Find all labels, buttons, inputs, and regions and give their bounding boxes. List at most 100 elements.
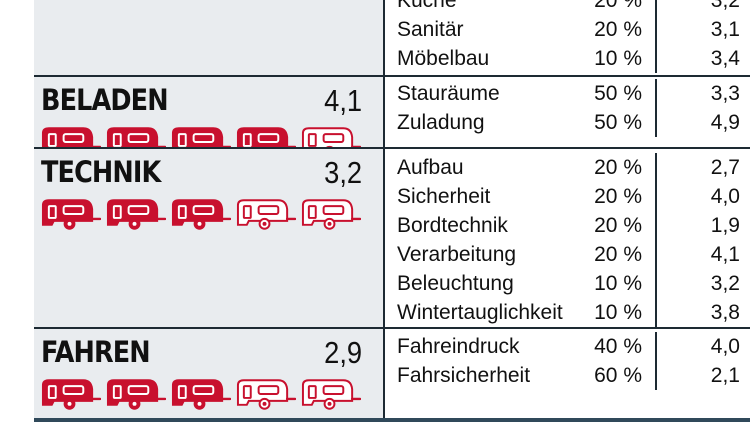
column-divider xyxy=(655,361,657,390)
criteria-row: Beleuchtung 10 % 3,2 xyxy=(385,269,750,298)
criterion-label: Küche xyxy=(397,0,457,12)
section-score: 2,9 xyxy=(324,335,362,370)
caravan-outline-icon xyxy=(235,197,296,231)
column-divider xyxy=(655,0,657,15)
caravan-filled-icon xyxy=(105,377,166,411)
criterion-weight: 10 % xyxy=(594,272,642,295)
criterion-weight: 20 % xyxy=(594,243,642,266)
column-divider xyxy=(655,15,657,44)
criterion-label: Sicherheit xyxy=(397,185,491,208)
criterion-grade: 4,0 xyxy=(710,185,740,208)
criteria-list: Stauräume 50 % 3,3 Zuladung 50 % 4,9 xyxy=(383,77,750,147)
criterion-weight: 60 % xyxy=(594,364,642,387)
criterion-weight: 20 % xyxy=(594,156,642,179)
criteria-row: Zuladung 50 % 4,9 xyxy=(385,108,750,137)
section-divider xyxy=(34,327,750,329)
caravan-filled-icon xyxy=(40,125,101,159)
criterion-label: Zuladung xyxy=(397,111,485,134)
rating-table: Küche 20 % 3,2 Sanitär 20 % 3,1 Möbelbau 10 % 3,… xyxy=(34,0,750,426)
column-divider xyxy=(655,153,657,182)
criterion-weight: 10 % xyxy=(594,47,642,70)
column-divider xyxy=(655,44,657,73)
criterion-label: Verarbeitung xyxy=(397,243,517,266)
criterion-weight: 20 % xyxy=(594,185,642,208)
section-title: FAHREN xyxy=(41,335,151,369)
criterion-label: Aufbau xyxy=(397,156,464,179)
column-divider xyxy=(655,79,657,108)
criterion-grade: 3,4 xyxy=(710,47,740,70)
section-wohnen: Küche 20 % 3,2 Sanitär 20 % 3,1 Möbelbau 10 % 3,… xyxy=(34,0,750,75)
criterion-weight: 20 % xyxy=(594,214,642,237)
criteria-list: Küche 20 % 3,2 Sanitär 20 % 3,1 Möbelbau 10 % 3,… xyxy=(383,0,750,75)
section-divider xyxy=(34,75,750,77)
section-fahren: FAHREN 2,9 Fahreindruck 40 % 4,0 Fahrsicherhe… xyxy=(34,329,750,418)
column-divider xyxy=(655,240,657,269)
criteria-list: Fahreindruck 40 % 4,0 Fahrsicherheit 60 % 2,1 xyxy=(383,329,750,418)
column-divider xyxy=(655,182,657,211)
criterion-grade: 4,1 xyxy=(710,243,740,266)
criterion-weight: 40 % xyxy=(594,335,642,358)
section-title: TECHNIK xyxy=(41,155,161,189)
criterion-label: Fahreindruck xyxy=(397,335,520,358)
section-score: 4,1 xyxy=(324,83,362,118)
criteria-row: Bordtechnik 20 % 1,9 xyxy=(385,211,750,240)
section-beladen: BELADEN 4,1 Stauräume 50 % 3,3 Zuladung 50 % 4,… xyxy=(34,77,750,158)
column-divider xyxy=(655,332,657,361)
criteria-row: Küche 20 % 3,2 xyxy=(385,0,750,15)
section-technik: TECHNIK 3,2 Aufbau 20 % 2,7 Sicherheit 20 % 4,0… xyxy=(34,149,750,327)
criteria-row: Möbelbau 10 % 3,4 xyxy=(385,44,750,73)
criterion-label: Bordtechnik xyxy=(397,214,508,237)
section-summary: TECHNIK 3,2 xyxy=(34,149,382,327)
criteria-row: Aufbau 20 % 2,7 xyxy=(385,153,750,182)
section-divider xyxy=(34,147,750,149)
criteria-row: Sicherheit 20 % 4,0 xyxy=(385,182,750,211)
criterion-grade: 2,7 xyxy=(710,156,740,179)
caravan-outline-icon xyxy=(235,377,296,411)
criterion-grade: 2,1 xyxy=(710,364,740,387)
caravan-outline-icon xyxy=(300,197,361,231)
section-divider xyxy=(34,418,750,422)
section-summary xyxy=(34,0,382,75)
criterion-grade: 3,2 xyxy=(710,0,740,12)
criterion-label: Fahrsicherheit xyxy=(397,364,531,387)
criterion-grade: 3,3 xyxy=(710,82,740,105)
caravan-filled-icon xyxy=(105,197,166,231)
criteria-row: Fahreindruck 40 % 4,0 xyxy=(385,332,750,361)
criterion-grade: 4,0 xyxy=(710,335,740,358)
criterion-weight: 20 % xyxy=(594,0,642,12)
criteria-row: Wintertauglichkeit 10 % 3,8 xyxy=(385,298,750,327)
caravan-filled-icon xyxy=(40,377,101,411)
section-score: 3,2 xyxy=(324,155,362,190)
column-divider xyxy=(655,298,657,327)
criterion-grade: 4,9 xyxy=(710,111,740,134)
caravan-filled-icon xyxy=(170,197,231,231)
criterion-label: Beleuchtung xyxy=(397,272,514,295)
column-divider xyxy=(655,211,657,240)
criterion-weight: 20 % xyxy=(594,18,642,41)
criteria-row: Stauräume 50 % 3,3 xyxy=(385,79,750,108)
caravan-filled-icon xyxy=(170,377,231,411)
caravan-rating xyxy=(40,125,361,159)
criterion-grade: 3,8 xyxy=(710,301,740,324)
criterion-label: Stauräume xyxy=(397,82,500,105)
section-summary: FAHREN 2,9 xyxy=(34,329,382,418)
criterion-grade: 3,1 xyxy=(710,18,740,41)
criterion-label: Wintertauglichkeit xyxy=(397,301,563,324)
criteria-row: Fahrsicherheit 60 % 2,1 xyxy=(385,361,750,390)
section-summary: BELADEN 4,1 xyxy=(34,77,382,158)
column-divider xyxy=(655,269,657,298)
criterion-weight: 10 % xyxy=(594,301,642,324)
criterion-weight: 50 % xyxy=(594,82,642,105)
section-title: BELADEN xyxy=(41,83,169,117)
criterion-label: Möbelbau xyxy=(397,47,490,70)
criterion-label: Sanitär xyxy=(397,18,464,41)
caravan-filled-icon xyxy=(40,197,101,231)
criterion-grade: 1,9 xyxy=(710,214,740,237)
criterion-weight: 50 % xyxy=(594,111,642,134)
caravan-outline-icon xyxy=(300,377,361,411)
column-divider xyxy=(655,108,657,137)
criteria-row: Verarbeitung 20 % 4,1 xyxy=(385,240,750,269)
criteria-row: Sanitär 20 % 3,1 xyxy=(385,15,750,44)
caravan-rating xyxy=(40,377,361,411)
caravan-rating xyxy=(40,197,361,231)
